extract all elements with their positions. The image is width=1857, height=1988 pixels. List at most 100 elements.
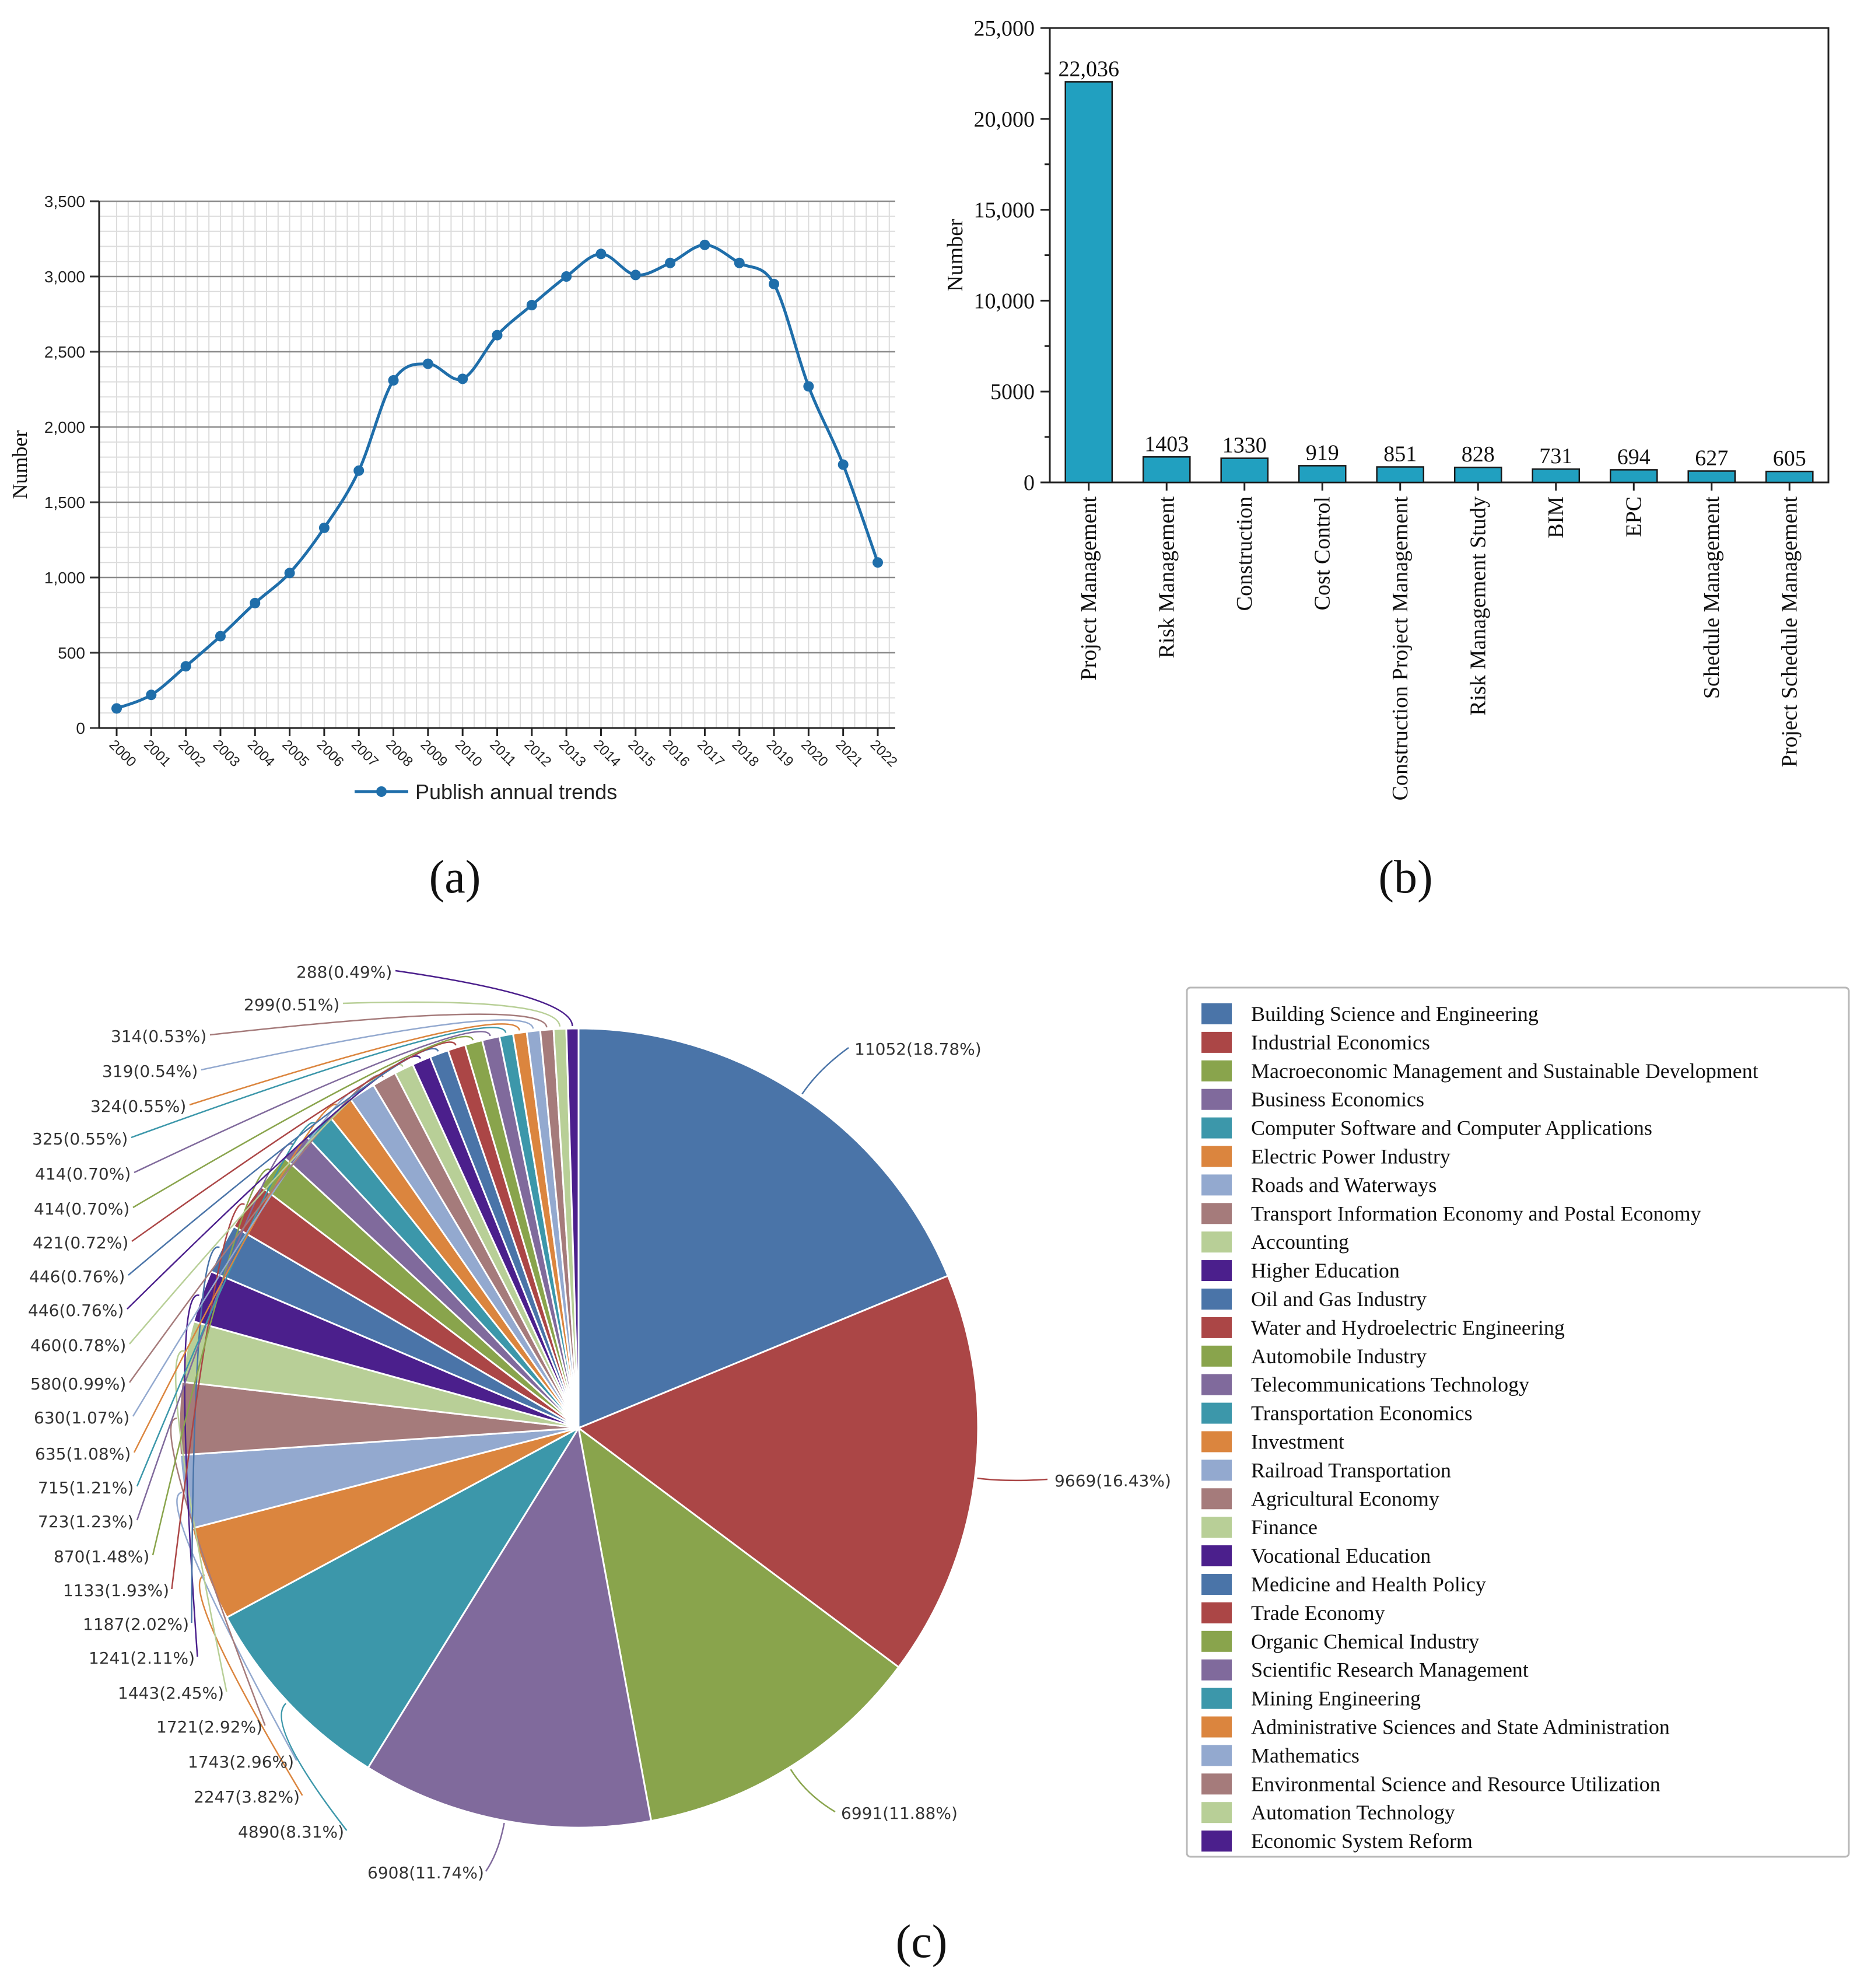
legend-item-label: Transport Information Economy and Postal…	[1251, 1202, 1701, 1225]
bar-value-label: 919	[1306, 440, 1339, 465]
data-point	[250, 597, 261, 608]
pie-slice	[577, 1426, 900, 1822]
y-tick-label: 0	[76, 719, 85, 737]
x-tick-label: 2016	[660, 737, 693, 770]
panel-b-bar-chart: 0 5000 10,000 15,000 20,000 25,000 Number 22,03…	[943, 16, 1830, 800]
y-tick-label: 3,000	[44, 268, 85, 286]
legend-item-label: Finance	[1251, 1516, 1318, 1539]
pie-leader-line	[485, 1822, 505, 1872]
pie-slice-label: 414(0.70%)	[35, 1164, 131, 1184]
x-tick-label: 2007	[348, 737, 381, 770]
legend-item-label: Building Science and Engineering	[1251, 1002, 1539, 1026]
data-point	[734, 257, 745, 268]
legend-item-label: Vocational Education	[1251, 1544, 1431, 1567]
x-tick-label: Project Management	[1077, 496, 1101, 681]
data-point	[146, 690, 157, 701]
pie-slice-label: 446(0.76%)	[28, 1301, 124, 1320]
legend-item-label: Computer Software and Computer Applicati…	[1251, 1116, 1652, 1140]
legend-swatch	[1201, 1374, 1232, 1395]
pie-leader-line	[131, 1027, 507, 1139]
legend-swatch	[1201, 1146, 1232, 1167]
bar-value-label: 1403	[1144, 432, 1189, 456]
legend-item-label: Macroeconomic Management and Sustainable…	[1251, 1059, 1758, 1083]
y-tick-label: 1,000	[44, 569, 85, 587]
pie-slice-label: 324(0.55%)	[90, 1097, 186, 1116]
data-point	[353, 465, 365, 476]
legend-swatch	[1201, 1203, 1232, 1224]
y-tick-label: 0	[1024, 471, 1035, 495]
pie-leader-line	[191, 1246, 220, 1623]
pie-leader-line	[790, 1769, 836, 1813]
legend-swatch	[1201, 1117, 1232, 1139]
legend-swatch	[1201, 1289, 1232, 1310]
legend-item-label: Investment	[1251, 1430, 1344, 1454]
x-tick-label: 2008	[383, 737, 416, 770]
bar	[1687, 470, 1736, 484]
data-point	[595, 249, 607, 260]
data-point	[492, 330, 503, 341]
bar	[1142, 456, 1191, 484]
legend-swatch	[1201, 1602, 1232, 1623]
x-tick-label: EPC	[1621, 496, 1646, 537]
bar	[1220, 457, 1269, 484]
x-tick-label: 2019	[763, 737, 797, 770]
bar-value-label: 605	[1773, 446, 1806, 471]
x-tick-label: BIM	[1544, 496, 1568, 538]
pie-leader-line	[801, 1046, 849, 1095]
pie-slice-label: 11052(18.78%)	[854, 1040, 982, 1059]
bar	[1532, 468, 1581, 484]
data-point	[561, 271, 572, 282]
data-point	[526, 300, 537, 311]
legend-swatch	[1201, 1088, 1232, 1110]
data-point	[873, 557, 883, 568]
x-tick-label: 2005	[279, 737, 312, 770]
pie-slice-label: 299(0.51%)	[244, 995, 339, 1014]
pie-leader-line	[171, 1203, 246, 1590]
x-tick-label: 2010	[452, 737, 485, 770]
data-point	[284, 568, 295, 579]
pie-leader-line	[189, 1023, 520, 1106]
pie-slice-label: 325(0.55%)	[32, 1129, 128, 1149]
pie-slice-label: 630(1.07%)	[34, 1408, 129, 1427]
pie-slice	[565, 1027, 580, 1429]
pie-leader-line	[134, 1031, 491, 1174]
y-tick-label: 2,500	[44, 343, 85, 361]
legend-swatch	[1201, 1745, 1232, 1766]
bar-value-label: 694	[1617, 444, 1651, 469]
legend-item-label: Roads and Waterways	[1251, 1173, 1436, 1196]
legend-swatch	[1201, 1517, 1232, 1538]
data-point	[838, 459, 849, 470]
pie-leader-line	[132, 1035, 474, 1209]
x-tick-label: Schedule Management	[1700, 496, 1724, 699]
legend-item-label: Environmental Science and Resource Utili…	[1251, 1772, 1660, 1796]
legend-item-label: Mathematics	[1251, 1744, 1360, 1767]
y-tick-label: 5000	[990, 380, 1035, 404]
panel-b-label: (b)	[1378, 852, 1432, 903]
legend-item-label: Medicine and Health Policy	[1251, 1573, 1486, 1596]
x-tick-label: 2020	[798, 737, 831, 770]
pie-leader-line	[395, 970, 573, 1027]
pie-slice-label: 2247(3.82%)	[194, 1787, 300, 1807]
y-tick-label: 20,000	[974, 107, 1035, 132]
x-tick-label: 2004	[244, 737, 278, 770]
pie-leader-line	[133, 1103, 339, 1453]
pie-leader-line	[176, 1492, 297, 1761]
legend-item-label: Electric Power Industry	[1251, 1145, 1450, 1168]
legend-item-label: Automation Technology	[1251, 1801, 1455, 1824]
pie-slice-label: 414(0.70%)	[34, 1199, 129, 1219]
pie-leader-line	[281, 1703, 348, 1831]
y-tick-label: 10,000	[974, 289, 1035, 313]
legend-item-label: Organic Chemical Industry	[1251, 1630, 1479, 1653]
pie-slice-label: 6991(11.88%)	[841, 1804, 958, 1823]
x-tick-label: 2006	[314, 737, 347, 770]
pie-slice-label: 635(1.08%)	[35, 1444, 131, 1464]
legend-item-label: Administrative Sciences and State Admini…	[1251, 1716, 1670, 1739]
bar-value-label: 1330	[1222, 433, 1267, 458]
bar-value-label: 851	[1383, 442, 1417, 466]
x-tick-label: 2015	[625, 737, 658, 770]
legend-item-label: Industrial Economics	[1251, 1031, 1430, 1054]
bar	[1609, 469, 1658, 484]
x-tick-label: Risk Management	[1154, 496, 1179, 659]
panel-a-label: (a)	[429, 852, 481, 903]
y-tick-label: 2,000	[44, 418, 85, 436]
